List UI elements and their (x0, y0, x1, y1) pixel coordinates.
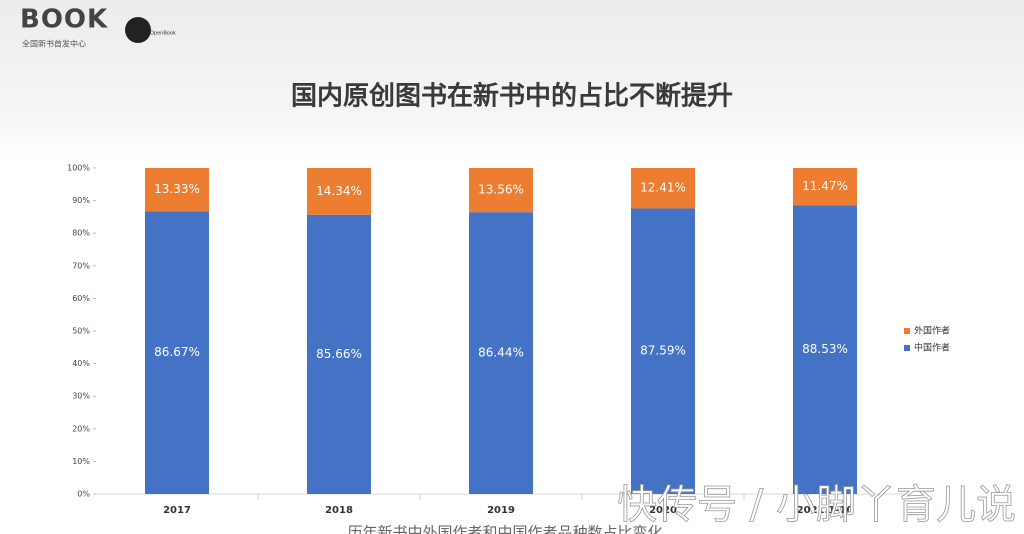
value-label: 88.53% (802, 342, 848, 356)
y-tick-label: 90% (72, 196, 90, 205)
value-label: 87.59% (640, 344, 686, 358)
value-label: 12.41% (640, 181, 686, 195)
y-tick-label: 0% (77, 490, 90, 499)
legend-swatch (904, 345, 910, 351)
x-tick-label: 2020 (649, 505, 677, 516)
bar-segment (469, 212, 533, 494)
chart-caption: 历年新书中外国作者和中国作者品种数占比变化 (347, 524, 662, 534)
value-label: 85.66% (316, 347, 362, 361)
logo-subtitle: 全国新书首发中心 (22, 39, 86, 49)
y-tick-label: 60% (72, 294, 90, 303)
x-tick-label: 2019 (487, 505, 515, 516)
value-label: 11.47% (802, 179, 848, 193)
value-label: 86.67% (154, 345, 200, 359)
chart-title: 国内原创图书在新书中的占比不断提升 (291, 81, 733, 112)
x-tick-label: 2017 (163, 505, 191, 516)
legend-label: 外国作者 (914, 325, 950, 337)
legend-swatch (904, 328, 910, 334)
bar-segment (631, 208, 695, 494)
value-label: 86.44% (478, 346, 524, 360)
bar-segment (469, 168, 533, 213)
y-tick-label: 50% (72, 327, 90, 336)
partner-logo: OpenBook (150, 31, 176, 37)
bar-segment (145, 211, 209, 494)
value-label: 13.56% (478, 183, 524, 197)
x-tick-label: 2018 (325, 505, 353, 516)
y-tick-label: 80% (72, 229, 90, 238)
bar-segment (793, 205, 857, 494)
partner-logo-icon (125, 17, 151, 43)
bar-segment (631, 168, 695, 209)
y-tick-label: 100% (67, 164, 90, 173)
bar-segment (307, 168, 371, 215)
y-tick-label: 40% (72, 359, 90, 368)
bar-segment (145, 168, 209, 212)
logo-name: BOOK (20, 5, 108, 35)
y-tick-label: 30% (72, 392, 90, 401)
value-label: 14.34% (316, 184, 362, 198)
bar-segment (307, 214, 371, 494)
x-tick-label: 2021.1-10 (797, 505, 854, 516)
y-tick-label: 10% (72, 457, 90, 466)
legend-label: 中国作者 (914, 342, 950, 354)
y-tick-label: 20% (72, 424, 90, 433)
y-tick-label: 70% (72, 261, 90, 270)
bar-segment (793, 168, 857, 206)
plot: 0% 10% 20% 30% 40% 50% 60% 70% 80% 90% 100% 2017 86.… (67, 164, 950, 517)
value-label: 13.33% (154, 182, 200, 196)
watermark: 快传号 / 小脚丫育儿说 (617, 482, 1016, 528)
